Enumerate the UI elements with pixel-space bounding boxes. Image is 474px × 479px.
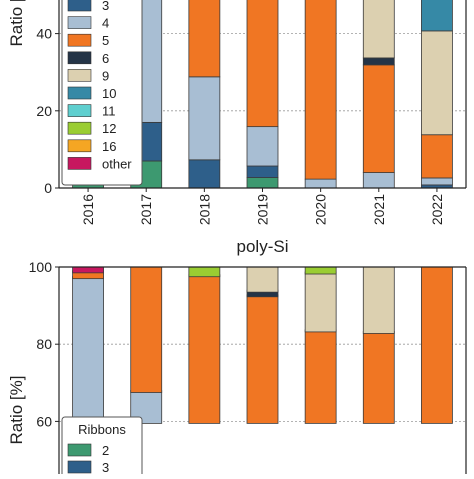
bar-segment	[362, 0, 395, 59]
legend-label: other	[102, 156, 132, 171]
x-tick-label: 2022	[429, 194, 445, 225]
bar-segment	[246, 177, 279, 189]
legend-label: 3	[102, 0, 109, 13]
legend-label: 4	[102, 16, 109, 31]
legend-swatch	[67, 33, 92, 47]
legend-swatch	[67, 121, 92, 135]
y-axis-label: Ratio [%]	[7, 376, 26, 445]
bar-segment	[362, 266, 395, 334]
bar-segment	[130, 266, 163, 393]
bar-segment	[72, 266, 104, 274]
y-tick-label: 100	[29, 259, 53, 275]
bar-segment	[362, 64, 395, 173]
legend-title: Ribbons	[78, 422, 126, 437]
bar-segment	[362, 172, 395, 189]
y-tick-label: 20	[36, 103, 52, 119]
legend-swatch	[67, 51, 92, 65]
bar-segment	[246, 294, 279, 424]
y-tick-label: 80	[36, 336, 52, 352]
x-tick-label: 2021	[371, 194, 387, 225]
bar-segment	[421, 177, 453, 186]
bar-segment	[246, 126, 279, 167]
legend-label: 2	[102, 443, 109, 458]
legend-swatch	[67, 0, 92, 12]
legend-label: 6	[102, 51, 109, 66]
bar-segment	[304, 0, 337, 180]
bar-segment	[421, 30, 453, 136]
bar-segment	[362, 331, 395, 424]
bar-segment	[130, 390, 163, 424]
legend-label: 9	[102, 68, 109, 83]
legend-swatch	[67, 443, 92, 457]
legend: Ribbons 2 3	[61, 416, 143, 479]
legend-label: 12	[102, 121, 116, 136]
bar-segment	[421, 134, 453, 179]
legend-label: 3	[102, 460, 109, 474]
x-tick-label: 2020	[313, 194, 329, 225]
bar-segment	[304, 329, 337, 424]
legend-swatch	[67, 157, 92, 170]
bar-segment	[362, 57, 395, 66]
bar-segment	[421, 266, 453, 424]
bar-segment	[188, 274, 221, 424]
bar-segment	[188, 266, 221, 278]
bar-segment	[246, 0, 279, 128]
y-tick-label: 40	[36, 26, 52, 42]
legend-swatch	[67, 69, 92, 82]
y-tick-label: 60	[36, 413, 52, 429]
x-tick-label: 2017	[138, 194, 154, 225]
legend: 3 4 5 6 9 10 11 12 16 other	[61, 0, 143, 186]
legend-swatch	[67, 86, 92, 100]
bar-segment	[246, 266, 279, 293]
x-tick-label: 2016	[80, 194, 96, 225]
legend-label: 11	[102, 104, 116, 119]
legend-swatch	[67, 139, 92, 153]
chart-title: poly-Si	[237, 237, 289, 256]
bar-segment	[188, 76, 221, 161]
x-tick-label: 2019	[255, 194, 271, 225]
legend-swatch	[67, 16, 92, 29]
x-tick-label: 2018	[196, 194, 212, 225]
poly-si-chart-panel: poly-Si 60 80 100 Ratio [%] Ribbons 2 3	[7, 237, 467, 479]
legend-swatch	[67, 460, 92, 474]
legend-label: 5	[102, 33, 109, 48]
bar-segment	[304, 271, 337, 333]
legend-label: 10	[102, 86, 116, 101]
bar-segment	[304, 178, 337, 189]
bar-segment	[188, 159, 221, 189]
legend-swatch	[67, 104, 92, 117]
bar-segment	[421, 0, 453, 32]
bar-segment	[246, 165, 279, 178]
y-tick-label: 0	[44, 180, 52, 196]
bar-segment	[72, 276, 104, 424]
bar-segment	[188, 0, 221, 78]
y-axis-label: Ratio [%]	[7, 0, 26, 46]
bar-segment	[304, 266, 337, 275]
top-chart-panel: 0 20 40 2016 2017 2018 2019 2020 2021 2022 Ratio […	[7, 0, 467, 225]
legend-label: 16	[102, 139, 116, 154]
